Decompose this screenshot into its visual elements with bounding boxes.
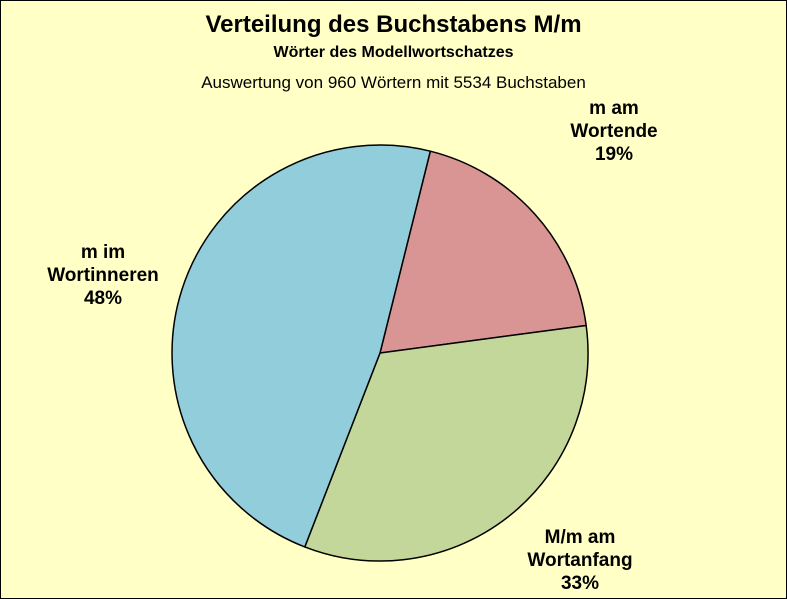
slice-value-wortinneren: 48% [83, 288, 123, 309]
slice-label-wortinneren-line2: Wortinneren [47, 265, 159, 286]
pie-slice-wortinneren [171, 144, 432, 548]
slice-label-wortanfang-line2: Wortanfang [527, 550, 633, 571]
chart-note: Auswertung von 960 Wörtern mit 5534 Buch… [201, 73, 586, 92]
slice-label-wortende-line1: m am [589, 98, 639, 119]
slice-label-wortanfang-line1: M/m am [544, 527, 616, 548]
slice-value-wortende: 19% [594, 144, 634, 165]
slice-label-wortende-line2: Wortende [570, 121, 658, 142]
pie-slice-wortanfang [304, 324, 589, 562]
slice-label-wortende: m am Wortende 19% [529, 97, 699, 166]
chart-title: Verteilung des Buchstabens M/m [205, 11, 582, 38]
slice-label-wortinneren-line1: m im [80, 242, 126, 263]
slice-value-wortanfang: 33% [560, 573, 600, 594]
chart-subtitle: Wörter des Modellwortschatzes [273, 44, 514, 61]
slice-label-wortinneren: m im Wortinneren 48% [18, 241, 188, 310]
pie-slice-wortende [379, 150, 587, 354]
slice-label-wortanfang: M/m am Wortanfang 33% [495, 526, 665, 595]
